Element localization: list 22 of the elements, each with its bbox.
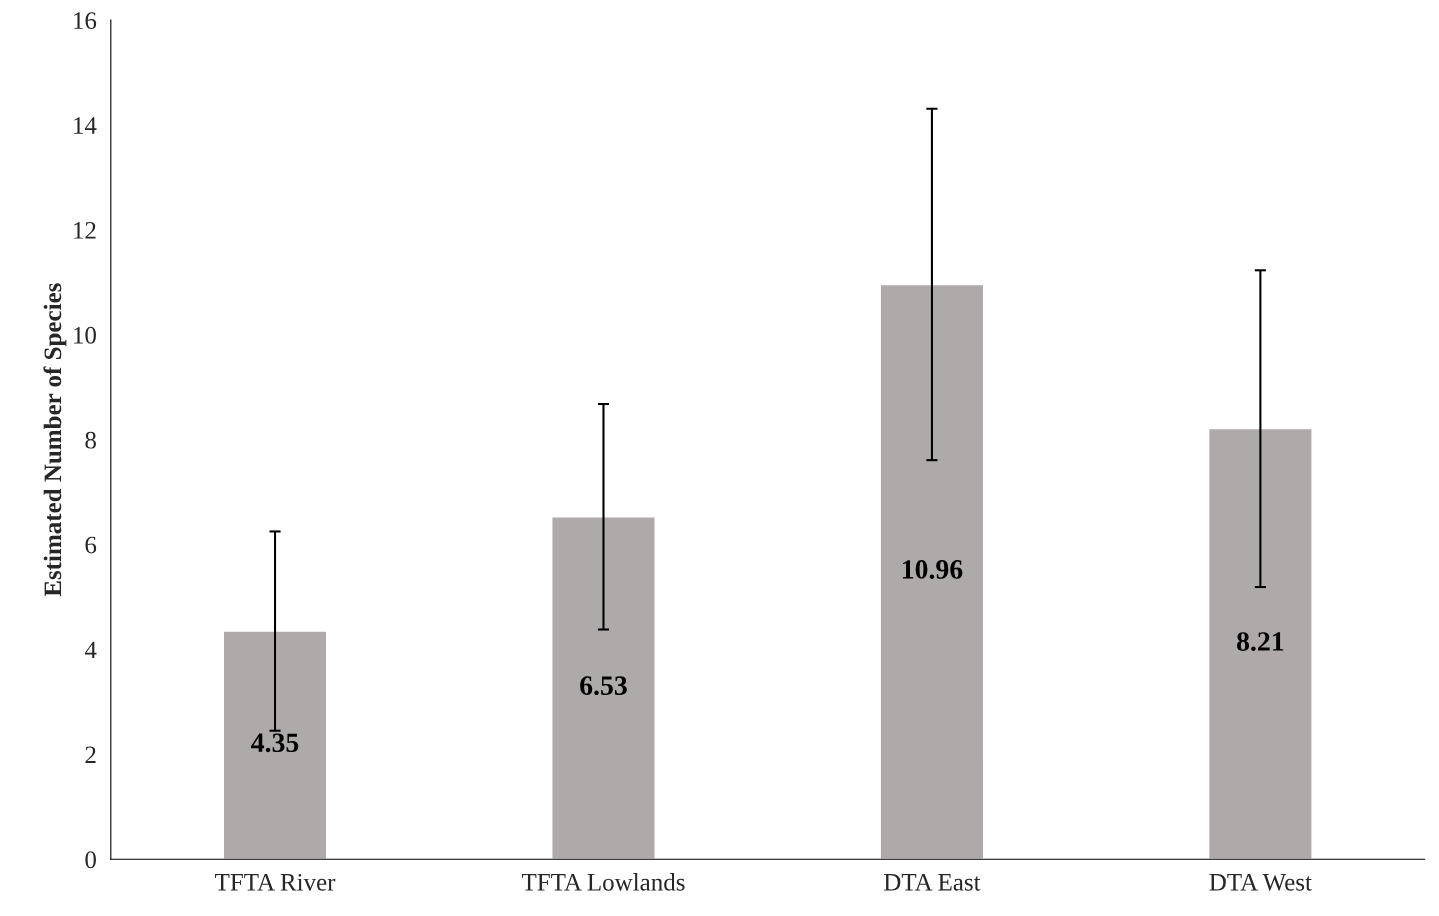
y-tick-label: 16 — [74, 12, 97, 30]
data-label: 6.53 — [580, 676, 627, 696]
x-tick-label: TFTA Lowlands — [521, 873, 685, 891]
y-tick-label: 4 — [84, 641, 97, 659]
data-label: 8.21 — [1237, 632, 1284, 652]
bar — [1207, 427, 1313, 860]
y-axis-title: Estimated Number of Species — [43, 283, 67, 597]
y-tick-label: 2 — [85, 746, 96, 763]
data-label: 4.35 — [251, 733, 299, 753]
y-tick-label: 6 — [85, 536, 97, 554]
bar — [879, 283, 985, 860]
y-tick-label: 10 — [74, 326, 96, 344]
x-tick-label: TFTA River — [215, 873, 336, 891]
y-tick-label: 8 — [85, 431, 96, 449]
bar — [551, 516, 656, 860]
x-tick-label: DTA West — [1209, 873, 1312, 891]
x-tick-label: DTA East — [884, 873, 981, 891]
y-tick-label: 0 — [85, 851, 96, 869]
y-tick-label: 12 — [74, 222, 96, 239]
data-label: 10.96 — [902, 560, 963, 579]
y-tick-label: 14 — [74, 117, 97, 134]
bar — [222, 630, 328, 860]
